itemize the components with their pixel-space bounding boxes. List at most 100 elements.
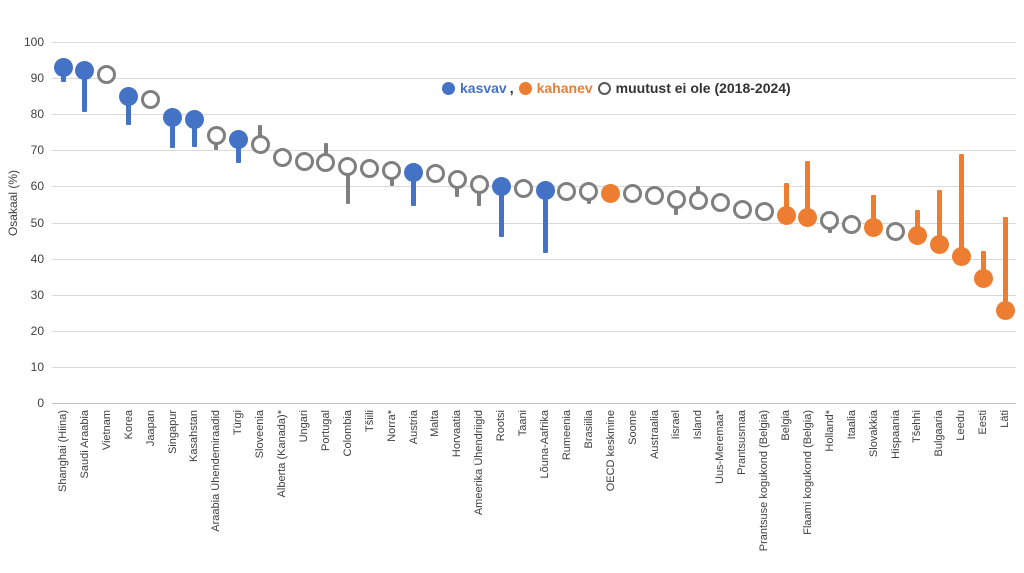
y-tick-label: 20 bbox=[30, 323, 44, 338]
legend-label-kasvav: kasvav bbox=[460, 80, 507, 96]
x-axis-label: Horvaatia bbox=[451, 410, 464, 458]
change-tail bbox=[980, 251, 986, 279]
x-axis-label: Shanghai (Hiina) bbox=[57, 410, 69, 492]
data-point bbox=[228, 130, 248, 149]
data-point bbox=[973, 269, 993, 288]
x-axis-label: Tšehhi bbox=[911, 410, 924, 444]
gridline bbox=[52, 330, 1016, 332]
x-axis-label: Bulgaaria bbox=[933, 410, 946, 457]
data-point bbox=[250, 135, 270, 155]
y-tick-label: 0 bbox=[37, 396, 44, 410]
y-tick-label: 70 bbox=[30, 143, 44, 158]
legend-marker-no-change-icon bbox=[597, 81, 611, 95]
data-point bbox=[163, 108, 182, 128]
data-point bbox=[995, 301, 1015, 321]
x-axis-label: Belgia bbox=[780, 410, 792, 441]
data-point bbox=[75, 61, 95, 81]
data-point bbox=[776, 205, 796, 225]
data-point bbox=[951, 247, 971, 267]
data-point bbox=[97, 65, 117, 84]
change-tail bbox=[82, 70, 88, 113]
x-axis-label: Sloveenia bbox=[254, 410, 267, 459]
data-point bbox=[820, 211, 840, 231]
x-axis-label: Kasahstan bbox=[188, 410, 201, 462]
x-axis-label: Itaalia bbox=[845, 410, 858, 440]
data-point bbox=[206, 126, 226, 146]
x-axis-label: Saudi Araabia bbox=[78, 410, 91, 479]
x-axis-label: Iisrael bbox=[670, 410, 683, 440]
data-point bbox=[338, 157, 358, 176]
gridline bbox=[52, 294, 1016, 296]
x-axis-label: Alberta (Kanada)* bbox=[276, 410, 288, 498]
x-axis-label: Brasiilia bbox=[582, 410, 595, 449]
data-point bbox=[557, 182, 577, 202]
y-tick-label: 90 bbox=[30, 71, 44, 86]
data-point bbox=[491, 176, 511, 196]
x-axis-label: Hispaania bbox=[889, 410, 902, 459]
x-axis-label: Prantsusmaa bbox=[736, 410, 749, 475]
change-tail bbox=[958, 153, 964, 257]
gridline bbox=[52, 186, 1016, 188]
data-point bbox=[907, 225, 927, 245]
data-point bbox=[842, 214, 862, 234]
x-axis-label: Vietnam bbox=[100, 410, 113, 451]
data-point bbox=[425, 164, 445, 184]
x-axis-label: Uus-Meremaa* bbox=[714, 410, 727, 484]
change-tail bbox=[258, 125, 263, 145]
gridline bbox=[52, 403, 1016, 404]
data-point bbox=[513, 178, 533, 198]
data-point bbox=[316, 153, 336, 173]
gridline bbox=[52, 42, 1016, 43]
data-point bbox=[184, 110, 204, 130]
gridline bbox=[52, 114, 1016, 116]
change-tail bbox=[936, 190, 942, 245]
data-point bbox=[688, 191, 708, 211]
gridline bbox=[52, 222, 1016, 224]
gridline bbox=[52, 258, 1016, 260]
change-tail bbox=[126, 96, 132, 126]
x-axis-label: Eesti bbox=[977, 410, 990, 435]
x-axis-label: Türgi bbox=[232, 410, 245, 436]
data-point bbox=[535, 180, 555, 200]
data-point bbox=[864, 218, 884, 238]
data-point bbox=[53, 57, 73, 77]
x-axis-label: Slovakkia bbox=[867, 410, 880, 458]
data-point bbox=[469, 175, 489, 195]
change-tail bbox=[323, 143, 328, 163]
x-axis-label: Holland* bbox=[823, 410, 836, 452]
data-point bbox=[141, 90, 161, 110]
y-tick-label: 80 bbox=[30, 107, 44, 122]
y-tick-label: 100 bbox=[23, 35, 44, 49]
data-point bbox=[754, 202, 774, 222]
x-axis-label: Flaami kogukond (Belgia) bbox=[801, 410, 814, 535]
data-point bbox=[360, 158, 380, 178]
x-axis-label: Austria bbox=[407, 410, 420, 445]
x-axis-label: Island bbox=[692, 410, 705, 440]
change-tail bbox=[170, 117, 175, 149]
data-point bbox=[645, 185, 664, 205]
data-point bbox=[404, 162, 423, 182]
data-point bbox=[710, 193, 730, 213]
gridline bbox=[52, 366, 1016, 368]
x-axis-label: Jaapan bbox=[144, 410, 157, 447]
x-axis-label: Portugal bbox=[319, 410, 332, 451]
x-axis-label: Taani bbox=[517, 410, 529, 437]
data-point bbox=[294, 151, 314, 171]
data-point bbox=[623, 184, 643, 204]
x-axis-label: Norra* bbox=[385, 410, 398, 442]
data-point bbox=[886, 222, 905, 241]
data-point bbox=[798, 207, 818, 227]
y-tick-label: 60 bbox=[30, 179, 44, 194]
x-axis-label: Austraalia bbox=[648, 410, 661, 459]
change-tail bbox=[345, 166, 350, 205]
x-axis-label: Ameerika Ühendriigid bbox=[473, 410, 486, 516]
gridline bbox=[52, 150, 1016, 152]
x-axis-label: OECD keskmine bbox=[604, 410, 617, 492]
x-axis-label: Leedu bbox=[955, 410, 968, 441]
x-axis-label: Soome bbox=[626, 410, 639, 445]
gridline bbox=[52, 78, 1016, 80]
y-tick-label: 10 bbox=[30, 359, 44, 374]
x-axis-label: Läti bbox=[999, 410, 1011, 428]
change-tail bbox=[1002, 217, 1008, 311]
